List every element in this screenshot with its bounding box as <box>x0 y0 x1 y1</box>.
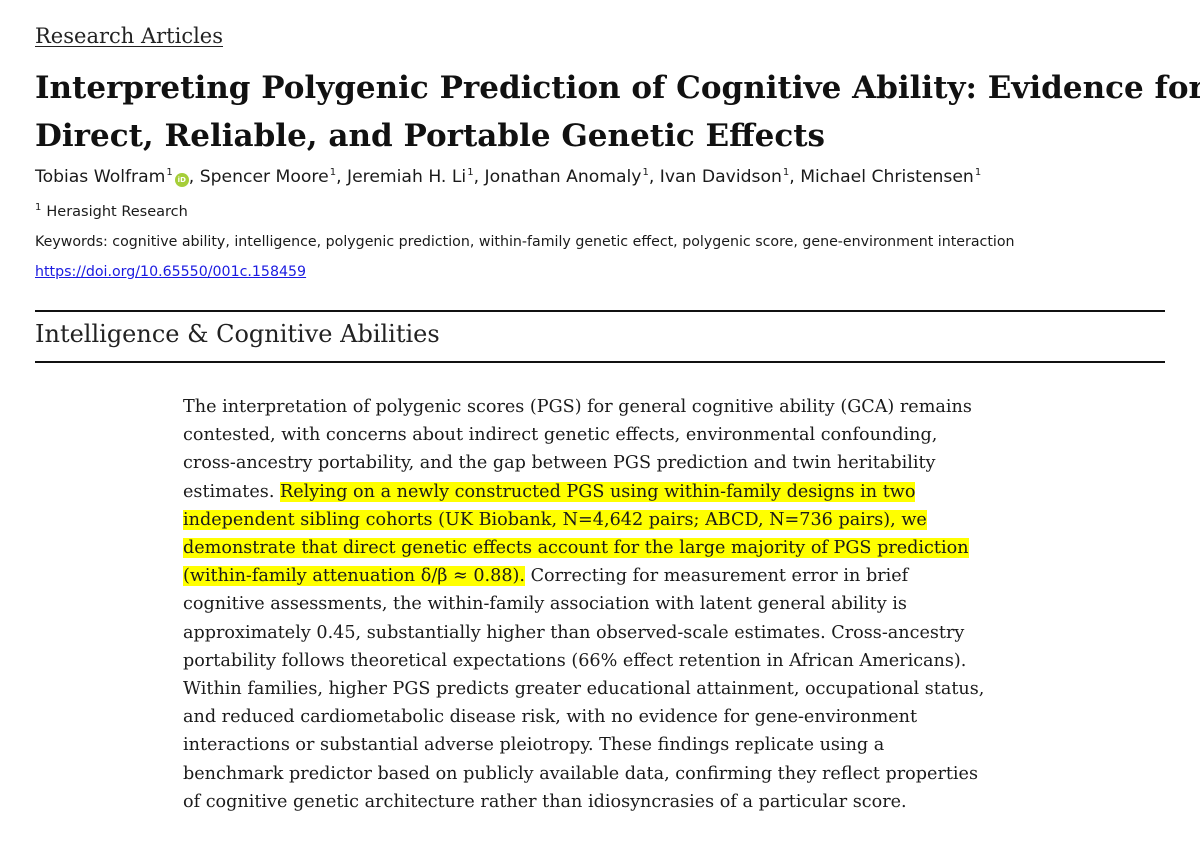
keywords: Keywords: cognitive ability, intelligenc… <box>35 234 1015 250</box>
author: Tobias Wolfram1iD <box>35 167 189 187</box>
author-name: Jonathan Anomaly <box>484 167 642 187</box>
author-separator: , <box>188 167 200 187</box>
abstract-line: demonstrate that direct genetic effects … <box>183 534 1043 562</box>
author-affiliation-number: 1 <box>974 167 982 178</box>
abstract-line: Within families, higher PGS predicts gre… <box>183 679 985 700</box>
section-link-research-articles[interactable]: Research Articles <box>35 24 224 48</box>
author: Jonathan Anomaly1 <box>485 167 649 187</box>
affiliation-name: Herasight Research <box>46 204 188 220</box>
author-affiliation-number: 1 <box>642 167 649 178</box>
section-heading: Intelligence & Cognitive Abilities <box>35 320 440 348</box>
author-affiliation-number: 1 <box>782 167 790 178</box>
author: Michael Christensen1 <box>800 167 981 187</box>
abstract-line: (within-family attenuation δ/β ≈ 0.88). … <box>183 562 1043 590</box>
abstract-line: benchmark predictor based on publicly av… <box>183 763 978 784</box>
abstract-line: portability follows theoretical expectat… <box>183 650 967 671</box>
abstract-line: approximately 0.45, substantially higher… <box>183 622 965 643</box>
author: Jeremiah H. Li1 <box>347 167 474 187</box>
author-affiliation-number: 1 <box>329 167 337 178</box>
abstract-line: interactions or substantial adverse plei… <box>183 735 885 756</box>
highlighted-text: Relying on a newly constructed PGS using… <box>280 481 916 502</box>
divider <box>35 361 1165 363</box>
author-name: Spencer Moore <box>199 167 329 187</box>
affiliation-number: 1 <box>35 202 42 213</box>
abstract-line: independent sibling cohorts (UK Biobank,… <box>183 506 1043 534</box>
author: Ivan Davidson1 <box>660 167 790 187</box>
author-name: Michael Christensen <box>800 167 974 187</box>
abstract-line: The interpretation of polygenic scores (… <box>183 397 972 417</box>
article-title: Interpreting Polygenic Prediction of Cog… <box>35 64 1200 160</box>
author: Spencer Moore1 <box>200 167 336 187</box>
abstract-line: of cognitive genetic architecture rather… <box>183 791 907 812</box>
highlighted-text: independent sibling cohorts (UK Biobank,… <box>183 509 927 530</box>
abstract-line: contested, with concerns about indirect … <box>183 425 938 446</box>
doi-link[interactable]: https://doi.org/10.65550/001c.158459 <box>35 264 307 280</box>
orcid-icon[interactable]: iD <box>174 173 189 187</box>
abstract-text: estimates. <box>183 481 281 502</box>
abstract-text: Correcting for measurement error in brie… <box>524 566 909 587</box>
author-separator: , <box>473 167 485 187</box>
author-list: Tobias Wolfram1iD, Spencer Moore1, Jerem… <box>35 167 981 187</box>
author-separator: , <box>648 167 660 187</box>
abstract-line: cognitive assessments, the within-family… <box>183 594 907 615</box>
abstract-line: estimates. Relying on a newly constructe… <box>183 478 1043 506</box>
article-title-line: Interpreting Polygenic Prediction of Cog… <box>35 70 1200 106</box>
abstract: The interpretation of polygenic scores (… <box>183 393 1043 816</box>
highlighted-text: (within-family attenuation δ/β ≈ 0.88). <box>183 566 525 587</box>
highlighted-text: demonstrate that direct genetic effects … <box>183 538 969 559</box>
author-name: Jeremiah H. Li <box>347 167 467 187</box>
author-separator: , <box>789 167 801 187</box>
affiliation: 1 Herasight Research <box>35 202 188 220</box>
abstract-line: cross-ancestry portability, and the gap … <box>183 453 936 474</box>
author-separator: , <box>336 167 347 187</box>
author-name: Tobias Wolfram <box>35 167 166 187</box>
author-affiliation-number: 1 <box>467 167 474 178</box>
author-affiliation-number: 1 <box>166 167 173 178</box>
author-name: Ivan Davidson <box>659 167 782 187</box>
article-title-line: Direct, Reliable, and Portable Genetic E… <box>35 118 826 154</box>
abstract-line: and reduced cardiometabolic disease risk… <box>183 707 918 728</box>
divider <box>35 310 1165 312</box>
